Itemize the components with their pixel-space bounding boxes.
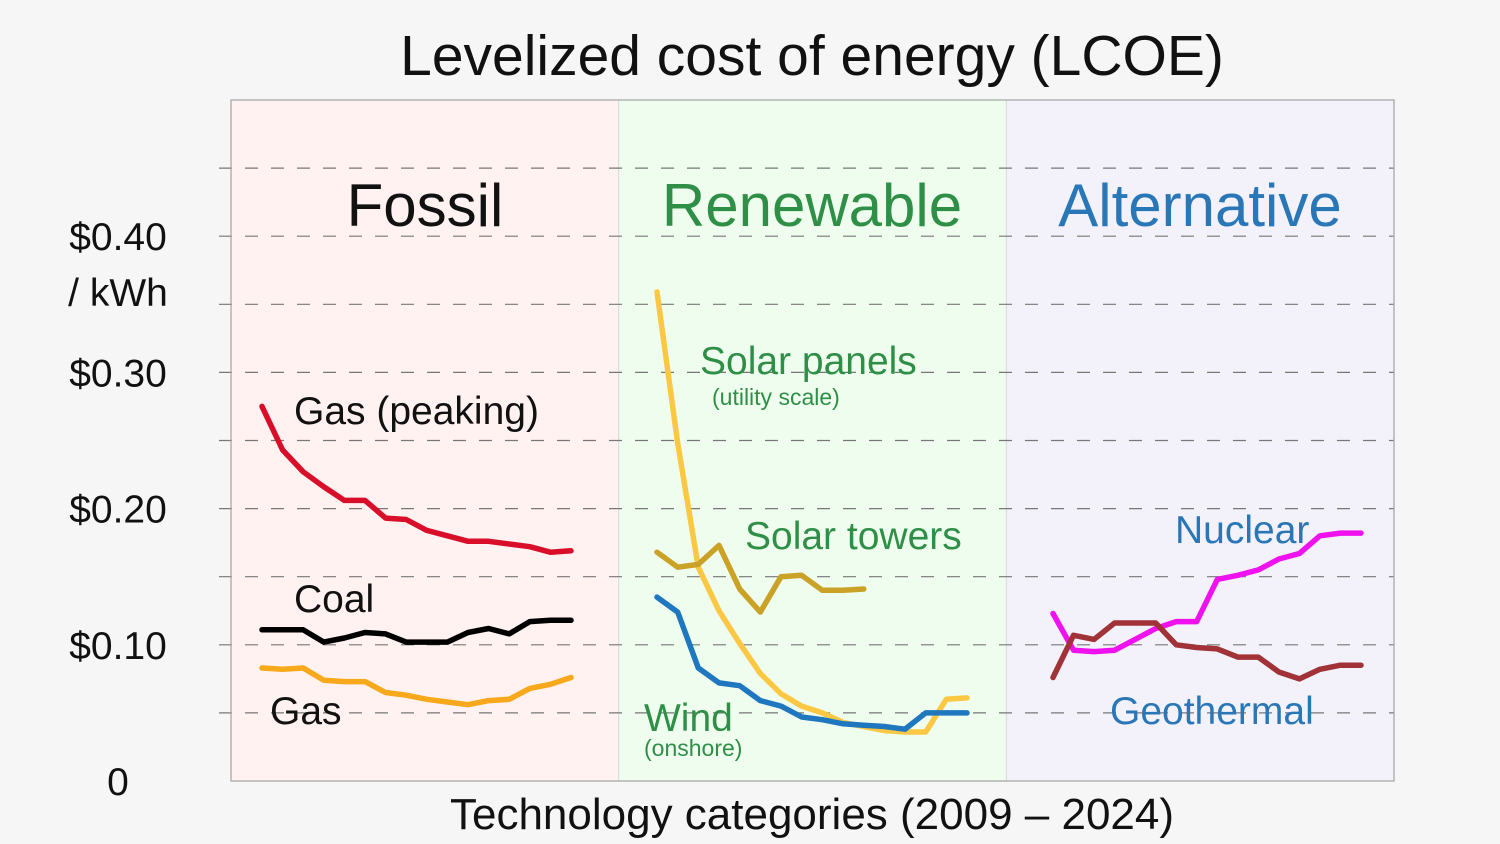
series-line-wind <box>654 594 970 732</box>
category-title-fossil: Fossil <box>347 172 504 239</box>
y-axis-ticks: 0 $0.10 $0.20 $0.30 $0.40 <box>69 216 167 804</box>
series-line-coal <box>259 617 574 645</box>
series-lines <box>259 289 1364 735</box>
series-line-solar-towers <box>654 542 867 615</box>
series-label-coal: Coal <box>294 578 374 621</box>
series-line-geothermal <box>1050 620 1364 682</box>
y-tick-label: 0 <box>107 761 129 804</box>
series-line-gas <box>259 665 574 708</box>
series-line-nuclear <box>1050 530 1364 655</box>
chart-title: Levelized cost of energy (LCOE) <box>400 24 1224 88</box>
series-label-geothermal: Geothermal <box>1110 690 1314 733</box>
x-axis-label: Technology categories (2009 – 2024) <box>450 790 1174 839</box>
series-line-solar-panels <box>654 289 970 735</box>
series-labels: Gas (peaking) Coal Gas Solar panels(utility… <box>270 340 1314 761</box>
series-label-nuclear: Nuclear <box>1175 509 1309 552</box>
series-label-solar-panels: Solar panels <box>700 340 917 383</box>
y-tick-label: $0.20 <box>69 489 167 532</box>
series-note-wind: (onshore) <box>644 735 742 761</box>
y-axis-unit-label: / kWh <box>68 272 168 315</box>
series-label-gas-peaking: Gas (peaking) <box>294 390 539 433</box>
y-tick-label: $0.30 <box>69 352 167 395</box>
series-label-wind: Wind <box>644 697 733 740</box>
category-title-renewable: Renewable <box>662 172 962 239</box>
series-line-gas-peaking <box>259 403 574 555</box>
category-title-alternative: Alternative <box>1058 172 1341 239</box>
series-label-gas: Gas <box>270 690 342 733</box>
series-note-solar-panels: (utility scale) <box>712 384 840 410</box>
plot-frame <box>230 99 1395 782</box>
category-titles: Fossil Renewable Alternative <box>347 172 1342 239</box>
y-tick-label: $0.10 <box>69 625 167 668</box>
band-renewable <box>618 100 1007 781</box>
y-tick-label: $0.40 <box>69 216 167 259</box>
series-label-solar-towers: Solar towers <box>745 515 962 558</box>
